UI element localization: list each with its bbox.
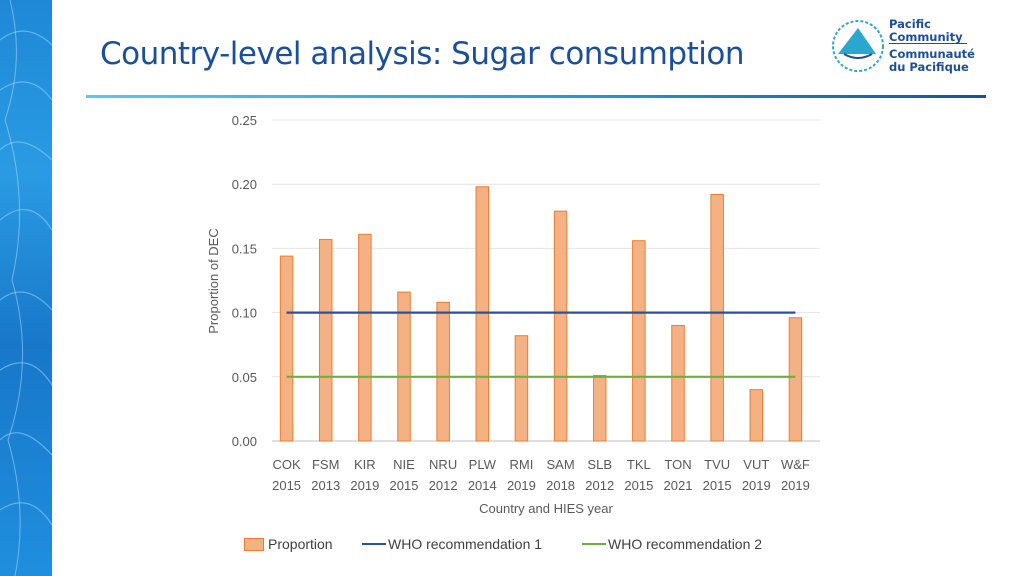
logo-text: Pacific Community Communauté du Pacifiqu…: [889, 18, 975, 74]
pacific-community-logo: [832, 20, 884, 72]
decorative-side-band: [0, 0, 52, 576]
bar-rmi: [514, 335, 529, 442]
x-tick-country-6: RMI: [510, 457, 534, 472]
legend-line-who2: [582, 543, 606, 545]
bar-tkl: [632, 240, 646, 442]
x-tick-year-13: 2019: [781, 478, 810, 493]
x-tick-year-2: 2019: [350, 478, 379, 493]
wave-pattern-icon: [0, 0, 52, 576]
x-tick-country-1: FSM: [312, 457, 339, 472]
bar-fsm: [318, 238, 333, 442]
y-tick-label-3: 0.15: [232, 241, 257, 256]
x-tick-country-5: PLW: [469, 457, 497, 472]
legend-line-who1: [362, 543, 386, 545]
x-tick-year-3: 2015: [390, 478, 419, 493]
x-tick-country-11: TVU: [704, 457, 730, 472]
bar-slb: [592, 375, 607, 442]
gridlines: [272, 119, 820, 442]
x-tick-year-0: 2015: [272, 478, 301, 493]
title-underline: [86, 95, 986, 98]
logo-line-2: Community: [889, 30, 963, 44]
x-tick-year-6: 2019: [507, 478, 536, 493]
bar-kir: [358, 233, 372, 442]
bar-nru: [436, 301, 450, 442]
y-tick-label-1: 0.05: [232, 370, 257, 385]
y-tick-label-5: 0.25: [232, 113, 257, 128]
x-tick-year-5: 2014: [468, 478, 497, 493]
y-tick-label-4: 0.20: [232, 177, 257, 192]
x-tick-country-12: VUT: [743, 457, 769, 472]
x-tick-country-10: TON: [664, 457, 691, 472]
bars: [279, 186, 803, 442]
chart-legend: Proportion WHO recommendation 1 WHO reco…: [0, 530, 1024, 560]
x-tick-year-7: 2018: [546, 478, 575, 493]
x-tick-year-11: 2015: [703, 478, 732, 493]
x-axis-ticks: COK 2015 FSM 2013 KIR 2019 NIE 2015 NRU 2012 PLW 20…: [272, 457, 810, 493]
legend-item-who2: WHO recommendation 2: [582, 536, 762, 552]
x-tick-year-9: 2015: [624, 478, 653, 493]
y-tick-label-2: 0.10: [232, 306, 257, 321]
x-tick-country-8: SLB: [587, 457, 612, 472]
y-axis-ticks: 0.00 0.05 0.10 0.15 0.20 0.25: [232, 113, 257, 449]
logo-line-1: Pacific: [889, 17, 931, 31]
legend-label-who1: WHO recommendation 1: [388, 536, 543, 552]
y-axis-title: Proportion of DEC: [206, 228, 221, 334]
bar-sam: [553, 210, 568, 442]
logo-line-3: Communauté: [889, 47, 975, 61]
bar-tvu: [710, 193, 724, 442]
x-tick-country-7: SAM: [546, 457, 574, 472]
x-tick-country-13: W&F: [781, 457, 810, 472]
y-tick-label-0: 0.00: [232, 434, 257, 449]
legend-label-proportion: Proportion: [268, 536, 333, 552]
legend-item-proportion: Proportion: [244, 536, 333, 552]
x-tick-country-2: KIR: [354, 457, 376, 472]
x-tick-year-10: 2021: [664, 478, 693, 493]
bar-ton: [671, 324, 685, 442]
x-tick-country-4: NRU: [429, 457, 457, 472]
logo-divider: [889, 43, 967, 44]
x-tick-country-9: TKL: [627, 457, 651, 472]
bar-cok: [279, 255, 294, 442]
bar-plw: [475, 186, 490, 442]
x-tick-year-1: 2013: [311, 478, 340, 493]
x-axis-title: Country and HIES year: [479, 501, 613, 516]
bar-nie: [397, 291, 411, 442]
legend-item-who1: WHO recommendation 1: [362, 536, 542, 552]
x-tick-year-8: 2012: [585, 478, 614, 493]
x-tick-country-0: COK: [272, 457, 301, 472]
x-tick-country-3: NIE: [393, 457, 415, 472]
bar-wandf: [788, 317, 803, 442]
x-tick-year-4: 2012: [429, 478, 458, 493]
x-tick-year-12: 2019: [742, 478, 771, 493]
bar-vut: [749, 389, 764, 442]
reference-lines: [286, 311, 796, 378]
legend-swatch-proportion: [244, 537, 264, 551]
logo-line-4: du Pacifique: [889, 60, 969, 74]
legend-label-who2: WHO recommendation 2: [608, 536, 763, 552]
slide-title: Country-level analysis: Sugar consumptio…: [100, 36, 745, 72]
